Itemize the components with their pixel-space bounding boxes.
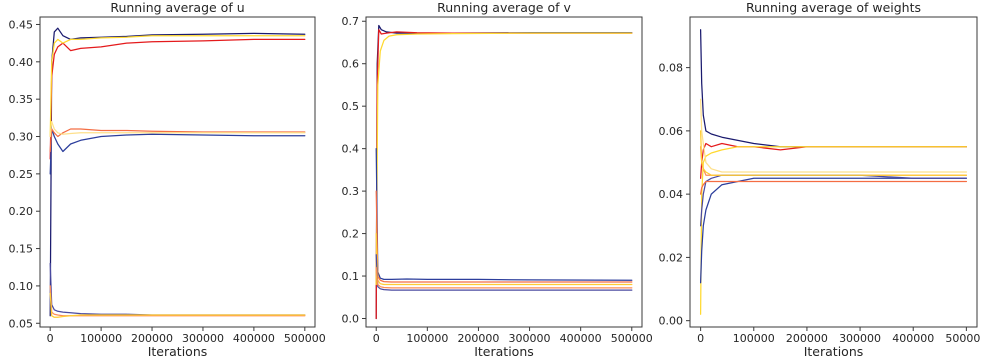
x-tick-label: 400000: [892, 332, 934, 345]
series-line-2-4: [375, 147, 633, 281]
series-line-3-2: [699, 142, 968, 179]
y-tick-label: 0.40: [9, 56, 34, 69]
y-tick-label: 0.02: [659, 251, 684, 264]
chart-title: Running average of u: [110, 0, 244, 15]
chart-panel-1: 0 100000 200000 300000 400000 500000 0.05 0.10 0…: [9, 0, 326, 359]
y-tick-label: 0.06: [659, 125, 684, 138]
series-line-1-2: [49, 38, 306, 160]
series-line-3-9: [699, 130, 968, 176]
x-tick-label: 100000: [733, 332, 775, 345]
y-tick-label: 0.2: [342, 228, 360, 241]
x-tick-label: 200000: [786, 332, 828, 345]
y-tick-label: 0.08: [659, 62, 684, 75]
y-tick-label: 0.35: [9, 93, 34, 106]
x-axis-label: Iterations: [804, 344, 864, 359]
series-line-1-3: [49, 35, 306, 138]
x-axis-label: Iterations: [474, 344, 534, 359]
y-tick-label: 0.15: [9, 243, 34, 256]
y-tick-label: 0.7: [342, 15, 360, 28]
y-tick-label: 0.6: [342, 58, 360, 71]
series-line-2-8: [375, 266, 633, 289]
series-line-2-7: [375, 254, 633, 291]
series-line-1-4: [49, 128, 306, 175]
y-tick-label: 0.25: [9, 168, 34, 181]
series-line-3-3: [699, 146, 968, 315]
x-tick-label: 400000: [560, 332, 602, 345]
x-tick-label: 300000: [839, 332, 881, 345]
series-line-2-5: [375, 190, 633, 283]
x-tick-label: 100000: [406, 332, 448, 345]
x-tick-label: 200000: [457, 332, 499, 345]
plot-frame: [689, 16, 978, 328]
series-line-1-5: [49, 128, 306, 153]
series-line-3-1: [699, 29, 968, 148]
series-line-3-7: [699, 174, 968, 227]
y-tick-label: 0.05: [9, 317, 34, 330]
series-line-3-6: [699, 177, 968, 284]
series-line-1-8: [49, 285, 306, 317]
series-line-1-9: [49, 292, 306, 318]
series-line-3-5: [699, 146, 968, 176]
x-tick-label: 500000: [945, 332, 981, 345]
y-tick-label: 0.00: [659, 315, 684, 328]
series-line-3-8: [699, 180, 968, 195]
x-tick-label: 100000: [80, 332, 122, 345]
y-tick-label: 0.3: [342, 185, 360, 198]
series-line-2-6: [375, 232, 633, 286]
y-tick-label: 0.0: [342, 313, 360, 326]
x-tick-label: 0: [47, 332, 54, 345]
x-tick-label: 0: [373, 332, 380, 345]
series-line-1-6: [49, 120, 306, 138]
chart-title: Running average of v: [437, 0, 571, 15]
y-tick-label: 0.5: [342, 100, 360, 113]
x-tick-label: 300000: [509, 332, 551, 345]
y-tick-label: 0.30: [9, 131, 34, 144]
x-tick-label: 0: [697, 332, 704, 345]
y-tick-label: 0.1: [342, 270, 360, 283]
series-line-1-7: [49, 262, 306, 316]
x-tick-label: 500000: [611, 332, 653, 345]
x-axis-label: Iterations: [148, 344, 208, 359]
series-line-1-1: [49, 27, 306, 317]
y-tick-label: 0.45: [9, 18, 34, 31]
chart-panel-2: 0 100000 200000 300000 400000 500000 0.0 0.1 0.2…: [342, 0, 653, 359]
y-tick-label: 0.4: [342, 143, 360, 156]
x-tick-label: 400000: [233, 332, 275, 345]
series-line-2-1: [375, 24, 633, 320]
plot-frame: [365, 16, 643, 328]
series-line-2-3: [375, 32, 633, 286]
y-tick-label: 0.20: [9, 205, 34, 218]
plot-frame: [39, 16, 316, 328]
x-tick-label: 500000: [284, 332, 326, 345]
x-tick-label: 200000: [131, 332, 173, 345]
y-tick-label: 0.04: [659, 188, 684, 201]
chart-title: Running average of weights: [746, 0, 921, 15]
chart-panel-3: 0 100000 200000 300000 400000 500000 0.00 0.02 0…: [659, 0, 981, 359]
y-tick-label: 0.10: [9, 280, 34, 293]
x-tick-label: 300000: [182, 332, 224, 345]
series-line-2-2: [375, 29, 633, 320]
series-line-3-4: [699, 98, 968, 173]
